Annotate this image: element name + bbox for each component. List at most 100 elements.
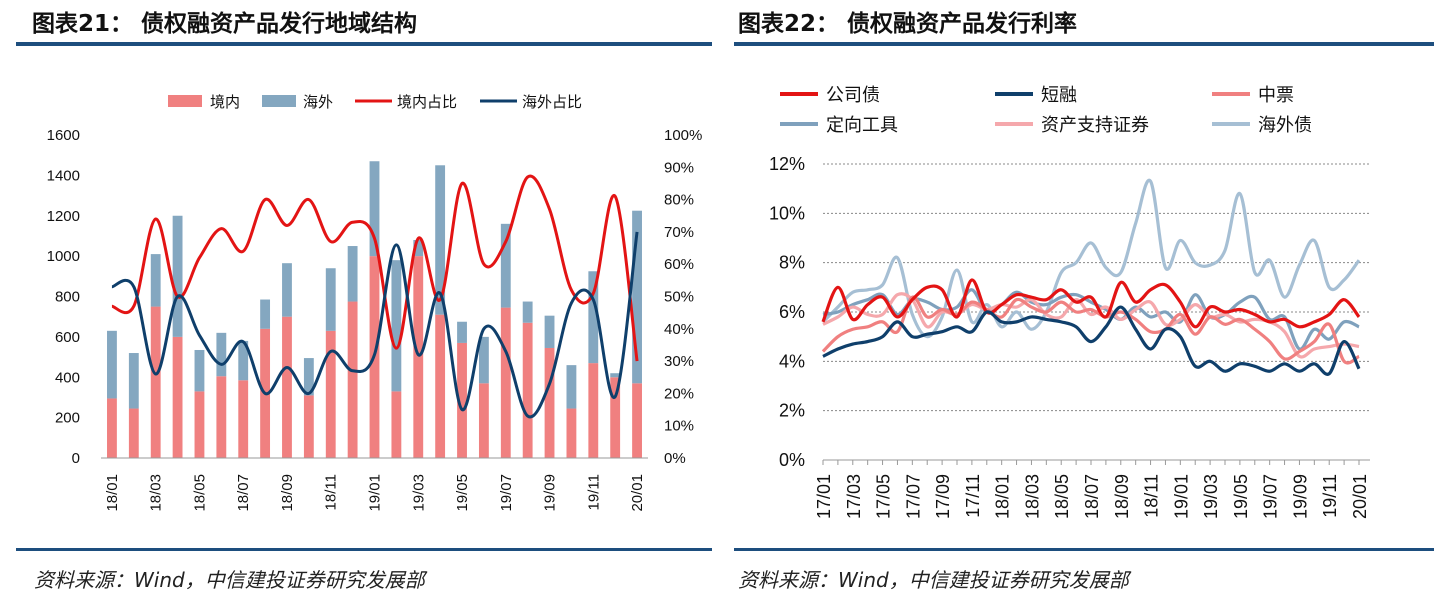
lines-left [111,174,639,419]
title-rule-right [734,42,1434,46]
source-note-right: 资料来源：Wind，中信建投证券研究发展部 [738,568,1129,592]
x-tick-right: 17/03 [844,474,864,519]
bar-overseas-19/06 [478,336,489,384]
bar-domestic-18/12 [347,301,358,458]
line-overseas-bond [821,178,1361,339]
bar-domestic-19/11 [588,363,599,458]
x-tick-right: 17/01 [814,474,834,519]
y-tick-left: 0 [72,450,80,467]
y-tick-left: 1200 [47,208,80,225]
bar-overseas-18/07 [238,340,249,381]
axes-left: 0 200 400 600 800 1000 1200 1400 1600 0% 10% 20% 30%… [47,127,703,512]
legend-swatch-domestic [168,95,202,107]
bar-overseas-19/12 [610,373,621,378]
y2-tick-right: 60% [664,256,694,273]
bar-overseas-19/09 [544,315,555,348]
line-medium-term-note [821,295,1360,365]
bar-overseas-20/01 [632,210,642,384]
chart-title-right: 图表22： 债权融资产品发行利率 [738,11,1078,37]
x-tick-right: 18/09 [1112,474,1132,519]
bar-domestic-18/09 [282,316,292,458]
legend-corporate-bond-label: 公司债 [826,85,880,106]
x-tick-right: 19/05 [1231,474,1251,519]
panel-left: 图表21： 债权融资产品发行地域结构 境内 海外 境内占比 海外占比 0 200 4… [0,0,712,604]
bar-overseas-18/01 [107,330,117,399]
y-tick-left: 800 [55,289,80,306]
x-tick-right: 17/09 [933,474,953,519]
y2-tick-right: 0% [664,450,686,467]
x-tick-right: 19/07 [1261,474,1281,519]
line-short-term-note [822,305,1361,376]
x-tick-right: 18/05 [1052,474,1072,519]
x-tick-right: 17/07 [903,474,923,519]
bar-domestic-19/03 [413,256,424,458]
bar-overseas-18/03 [150,254,161,307]
legend-label-overseas-share: 海外占比 [522,93,582,111]
bar-domestic-19/05 [457,342,467,458]
y-tick-right: 4% [779,351,805,371]
bar-overseas-18/08 [260,299,271,329]
line-corporate-bond [821,278,1361,329]
x-tick-right: 18/03 [1022,474,1042,519]
bar-domestic-19/09 [544,347,555,458]
x-tick-right: 18/11 [1142,474,1162,518]
x-tick-left: 19/03 [410,474,427,512]
y-tick-right: 0% [779,450,805,470]
bar-domestic-19/08 [522,322,533,458]
y2-tick-right: 20% [664,385,694,402]
x-tick-right: 18/01 [993,474,1013,519]
axes-right: 0% 2% 4% 6% 8% 10% 12% 17/01 17/03 17/05 17/07 17/0… [769,154,1370,519]
x-tick-right: 18/07 [1082,474,1102,519]
bar-domestic-19/06 [478,383,489,458]
y-tick-left: 1400 [47,167,80,184]
source-note-left: 资料来源：Wind，中信建投证券研究发展部 [34,568,425,592]
x-tick-left: 19/11 [585,474,602,510]
y-tick-left: 600 [55,329,80,346]
x-tick-left: 19/05 [454,474,471,512]
x-tick-left: 20/01 [629,474,646,512]
x-tick-left: 19/09 [542,474,559,512]
bar-overseas-18/02 [128,353,139,409]
x-tick-right: 19/03 [1201,474,1221,519]
title-rule-left [16,42,712,46]
bar-overseas-19/02 [391,260,402,392]
bar-overseas-18/09 [282,263,292,317]
x-tick-left: 19/07 [498,474,515,512]
bar-overseas-19/07 [500,223,511,308]
y2-tick-right: 30% [664,353,694,370]
y2-tick-right: 70% [664,224,694,241]
bar-domestic-18/10 [303,395,314,458]
bar-domestic-19/10 [566,408,577,458]
legend-private-placement-label: 定向工具 [826,115,898,136]
bar-domestic-18/06 [216,376,227,458]
x-tick-right: 19/09 [1290,474,1310,519]
y-tick-left: 400 [55,369,80,386]
bar-overseas-19/01 [369,161,380,257]
x-tick-left: 18/05 [191,474,208,512]
bar-overseas-18/12 [347,246,358,302]
legend-label-overseas: 海外 [303,93,333,111]
bar-domestic-18/07 [238,380,249,458]
bar-overseas-19/05 [457,321,467,343]
y-tick-right: 6% [779,302,805,322]
bar-domestic-20/01 [632,383,642,458]
legend-medium-term-note-label: 中票 [1258,85,1294,106]
bar-domestic-19/02 [391,391,402,458]
y2-tick-right: 80% [664,192,694,209]
legend-label-domestic: 境内 [210,93,240,111]
legend-abs-label: 资产支持证券 [1041,115,1149,136]
bar-domestic-19/07 [500,307,511,458]
line-domestic-share [111,174,639,362]
y2-tick-right: 90% [664,159,694,176]
y2-tick-right: 100% [664,127,702,144]
x-tick-left: 18/03 [148,474,165,512]
bar-domestic-18/11 [325,330,336,458]
bar-overseas-18/05 [194,349,205,392]
x-tick-right: 19/01 [1171,474,1191,519]
y2-tick-right: 40% [664,321,694,338]
lines-right [821,178,1361,376]
bar-overseas-19/11 [588,271,599,364]
y-tick-right: 10% [769,203,805,223]
legend-swatch-overseas [262,95,296,107]
